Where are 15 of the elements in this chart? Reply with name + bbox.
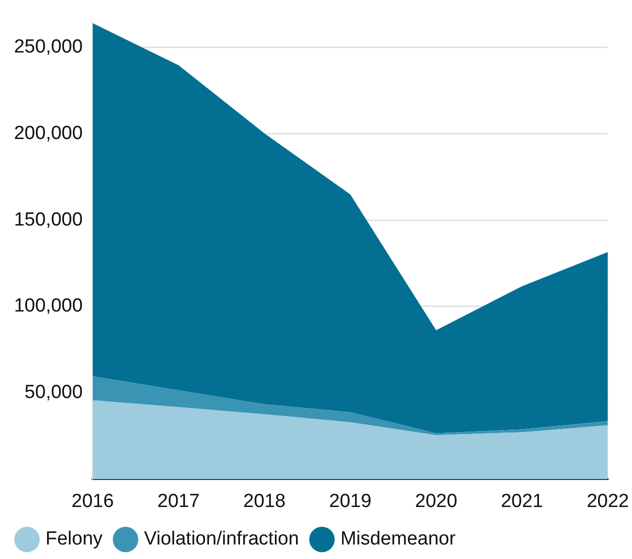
y-tick-label: 250,000	[14, 36, 83, 58]
x-tick-label: 2020	[414, 490, 458, 512]
x-tick-label: 2021	[500, 490, 544, 512]
x-tick-label: 2022	[586, 490, 630, 512]
x-tick-label: 2016	[72, 490, 114, 512]
legend-label: Violation/infraction	[144, 528, 299, 550]
legend-label: Misdemeanor	[340, 528, 456, 550]
y-tick-label: 150,000	[14, 209, 83, 230]
y-tick-label: 100,000	[14, 296, 83, 317]
x-tick-label: 2017	[157, 490, 200, 512]
x-tick-label: 2019	[329, 490, 372, 512]
y-tick-label: 50,000	[24, 382, 83, 404]
y-tick-label: 200,000	[14, 122, 83, 144]
x-tick-label: 2018	[243, 490, 286, 512]
legend-label: Felony	[46, 528, 104, 550]
